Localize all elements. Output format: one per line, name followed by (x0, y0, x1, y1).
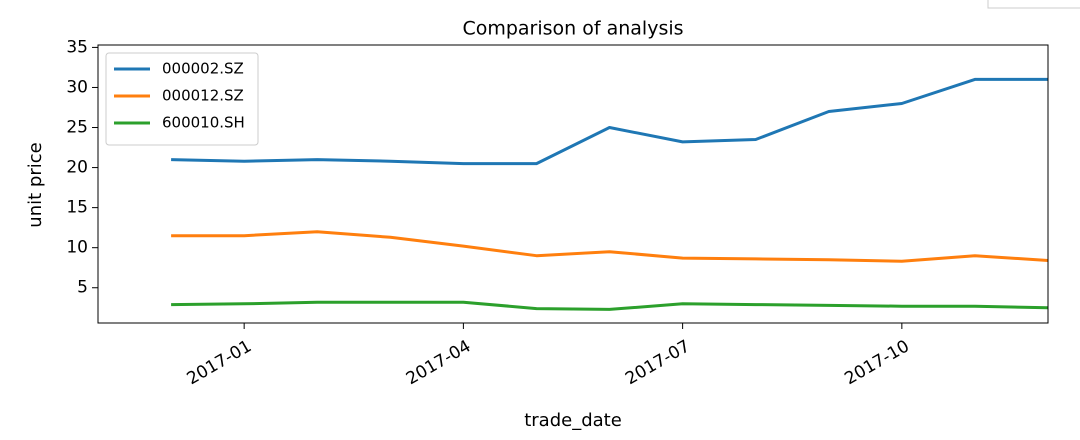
series-line (171, 300, 1049, 311)
y-axis-label: unit price (25, 142, 46, 227)
y-tick-label: 5 (77, 278, 88, 298)
y-tick-label: 20 (66, 158, 88, 178)
legend-label: 000012.SZ (162, 87, 244, 105)
x-tick-label: 2017-01 (184, 336, 256, 389)
x-axis-label: trade_date (524, 410, 622, 431)
legend: 000002.SZ 000012.SZ 600010.SH (105, 52, 259, 146)
plot-frame (97, 44, 1049, 324)
y-tick-label: 15 (66, 198, 88, 218)
y-tick-label: 30 (66, 77, 88, 97)
legend-label: 000002.SZ (162, 60, 244, 78)
toolbar-box (987, 0, 1080, 9)
x-tick-label: 2017-07 (622, 336, 694, 389)
y-tick-label: 10 (66, 238, 88, 258)
chart-title: Comparison of analysis (462, 18, 683, 40)
legend-label: 600010.SH (162, 114, 245, 132)
series-line (171, 230, 1049, 263)
x-tick-label: 2017-10 (841, 336, 913, 389)
y-tick-label: 35 (66, 37, 88, 57)
x-tick-label: 2017-04 (403, 336, 475, 389)
series-line (171, 77, 1048, 166)
y-tick-label: 25 (66, 118, 88, 138)
